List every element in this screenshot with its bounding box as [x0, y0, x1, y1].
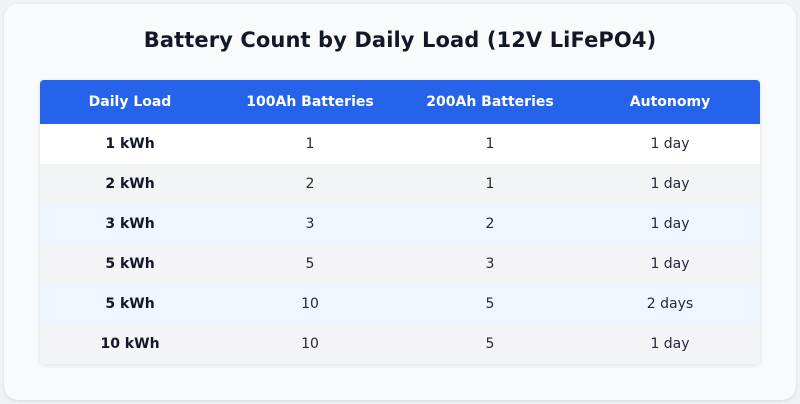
- cell-daily-load: 1 kWh: [105, 136, 155, 152]
- cell-100ah: 2: [305, 176, 315, 192]
- battery-table: Daily Load 100Ah Batteries 200Ah Batteri…: [40, 80, 760, 364]
- header-autonomy: Autonomy: [629, 94, 711, 110]
- cell-daily-load: 3 kWh: [105, 216, 155, 232]
- cell-200ah: 1: [485, 136, 495, 152]
- header-daily-load: Daily Load: [88, 94, 172, 110]
- cell-autonomy: 1 day: [650, 256, 690, 272]
- cell-200ah: 2: [485, 216, 495, 232]
- table-row: 5 kWh 10 5 2 days: [40, 284, 760, 324]
- cell-100ah: 10: [301, 336, 319, 352]
- table-row: 1 kWh 1 1 1 day: [40, 124, 760, 164]
- cell-100ah: 1: [305, 136, 315, 152]
- cell-daily-load: 2 kWh: [105, 176, 155, 192]
- page-title: Battery Count by Daily Load (12V LiFePO4…: [143, 28, 657, 52]
- cell-daily-load: 5 kWh: [105, 296, 155, 312]
- cell-100ah: 3: [305, 216, 315, 232]
- table-row: 10 kWh 10 5 1 day: [40, 324, 760, 364]
- cell-daily-load: 10 kWh: [100, 336, 160, 352]
- cell-200ah: 3: [485, 256, 495, 272]
- cell-autonomy: 1 day: [650, 336, 690, 352]
- table-row: 2 kWh 2 1 1 day: [40, 164, 760, 204]
- table-row: 3 kWh 3 2 1 day: [40, 204, 760, 244]
- header-200ah: 200Ah Batteries: [426, 94, 554, 110]
- table-header-row: Daily Load 100Ah Batteries 200Ah Batteri…: [40, 80, 760, 124]
- cell-200ah: 5: [485, 336, 495, 352]
- cell-autonomy: 1 day: [650, 216, 690, 232]
- cell-200ah: 5: [485, 296, 495, 312]
- cell-autonomy: 2 days: [646, 296, 694, 312]
- table-row: 5 kWh 5 3 1 day: [40, 244, 760, 284]
- cell-100ah: 10: [301, 296, 319, 312]
- cell-200ah: 1: [485, 176, 495, 192]
- header-100ah: 100Ah Batteries: [246, 94, 374, 110]
- cell-100ah: 5: [305, 256, 315, 272]
- cell-daily-load: 5 kWh: [105, 256, 155, 272]
- cell-autonomy: 1 day: [650, 176, 690, 192]
- cell-autonomy: 1 day: [650, 136, 690, 152]
